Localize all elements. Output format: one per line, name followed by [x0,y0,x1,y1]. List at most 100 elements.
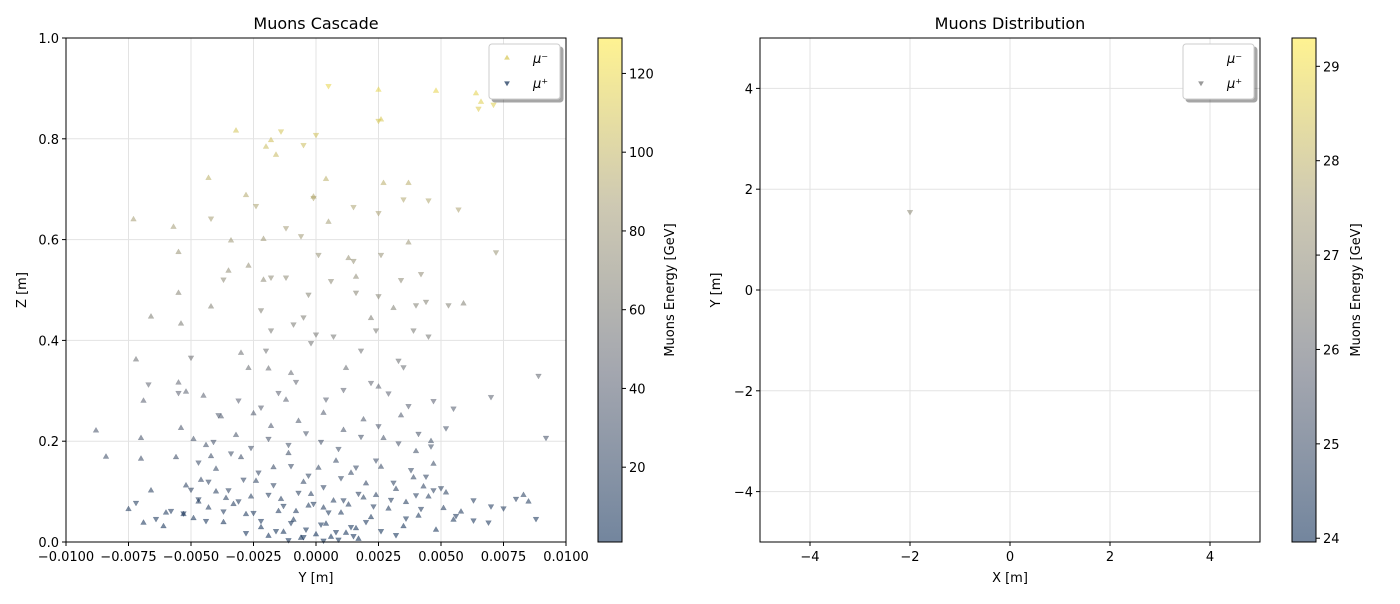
mu-minus-point [385,504,392,511]
mu-minus-point [390,304,397,311]
mu-plus-point [415,431,422,438]
mu-minus-point [245,364,252,371]
mu-plus-point [370,504,377,511]
y-tick-label: 0.2 [38,435,59,450]
mu-plus-point [487,394,495,401]
mu-minus-point [322,175,330,182]
mu-plus-point [400,365,407,371]
chart-muons-cascade: Muons Cascade −0.0100 −0.0075 −0.0050 −0.00… [15,14,678,586]
chart-title: Muons Distribution [935,14,1086,33]
mu-minus-point [525,497,532,504]
mu-plus-point [310,501,317,508]
mu-plus-point [400,197,407,204]
mu-plus-point [375,118,382,125]
colorbar-ticks: 24 25 26 27 28 29 [1316,60,1340,547]
mu-plus-point [287,463,295,470]
x-axis-ticks: −4 −2 0 2 4 [800,542,1214,565]
mu-minus-point [220,518,227,525]
x-tick-label: 0 [1006,550,1014,565]
y-tick-label: 0.4 [38,334,59,349]
mu-plus-point [412,493,420,499]
mu-plus-point [310,195,317,202]
mu-plus-point [490,102,497,109]
mu-plus-point [425,334,432,341]
mu-minus-point [415,511,422,518]
mu-minus-point [322,520,330,526]
mu-minus-point [182,388,190,394]
mu-minus-point [170,223,177,229]
mu-minus-point [305,501,312,508]
mu-plus-point [180,511,187,518]
mu-minus-point [342,364,350,371]
mu-minus-point [265,364,272,371]
mu-plus-point [320,538,327,545]
mu-plus-point [252,203,260,210]
mu-plus-point [145,382,152,389]
mu-minus-point [410,473,417,480]
mu-minus-point [280,528,287,534]
mu-plus-point [167,508,175,515]
mu-plus-point [542,435,550,442]
mu-plus-point [330,334,337,341]
mu-minus-point [132,355,140,362]
mu-plus-point [470,498,477,504]
x-tick-label: 2 [1106,550,1114,565]
mu-plus-point [195,460,202,467]
mu-minus-point [270,463,277,470]
mu-plus-point [385,391,392,398]
mu-plus-point [430,488,437,494]
mu-plus-point [227,451,235,458]
mu-minus-point [212,465,220,471]
mu-plus-point [257,518,265,525]
colorbar-gradient [1291,37,1317,543]
mu-plus-point [410,328,417,335]
mu-plus-point [335,537,342,544]
mu-minus-point [375,382,382,389]
mu-plus-point [205,479,212,486]
mu-plus-point [235,398,242,405]
mu-plus-point [272,529,280,535]
mu-minus-point [330,496,337,503]
y-tick-label: 0.8 [38,133,59,148]
mu-plus-point [350,534,357,540]
mu-minus-point [442,488,450,495]
mu-plus-point [307,341,315,347]
mu-plus-point [220,277,227,284]
mu-plus-point [265,492,272,499]
mu-plus-point [350,204,357,211]
mu-plus-point [317,439,325,446]
mu-minus-point [175,248,182,255]
mu-minus-point [267,422,275,428]
mu-plus-point [372,328,380,335]
mu-plus-point [475,106,482,113]
mu-plus-point [262,348,270,355]
mu-plus-point [315,252,322,259]
mu-plus-point [312,332,320,339]
mu-minus-point [362,479,370,486]
mu-minus-point [320,409,327,415]
mu-minus-point [92,426,100,433]
mu-plus-point [300,142,307,149]
mu-minus-point [340,426,347,433]
x-tick-label: 0.0025 [356,550,402,565]
y-tick-label: 0.6 [38,234,59,249]
mu-minus-point [227,236,235,243]
mu-plus-point [320,485,327,491]
mu-plus-point [377,529,385,535]
mu-minus-point [352,524,360,531]
mu-minus-point [212,487,220,494]
mu-plus-point [267,328,275,335]
mu-minus-point [440,504,447,511]
y-tick-label: 0.0 [38,536,59,551]
mu-minus-point [205,174,212,181]
mu-plus-point [352,290,360,297]
mu-minus-point [232,431,240,438]
mu-plus-point [485,520,492,527]
mu-minus-point [327,533,335,539]
legend-box [488,43,561,100]
mu-minus-point [237,349,245,355]
mu-plus-point [220,509,227,516]
mu-plus-point [282,275,290,282]
